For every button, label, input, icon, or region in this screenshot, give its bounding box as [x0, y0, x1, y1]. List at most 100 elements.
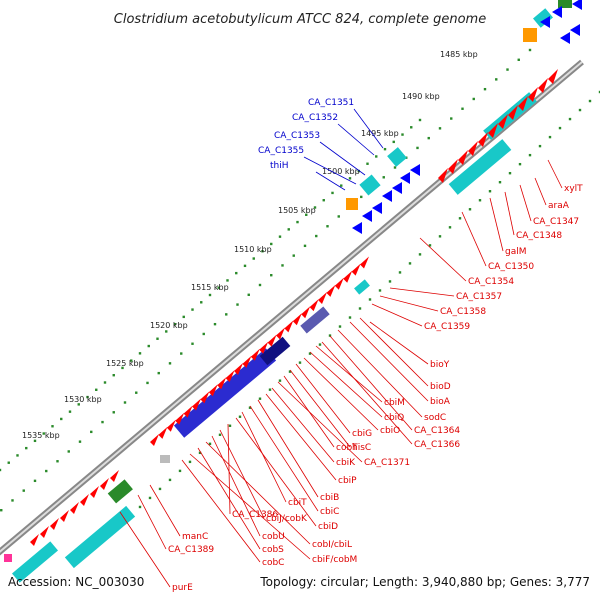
tick-dot: [0, 468, 2, 472]
gene-label: cbiK: [336, 458, 356, 468]
tick-dot: [318, 343, 322, 346]
tick-dot: [198, 451, 202, 455]
leader-line: [235, 417, 317, 527]
gene-reverse-orange: [346, 198, 358, 210]
reverse-gene-arrow: [570, 24, 580, 36]
gene-label: cobS: [262, 545, 284, 555]
leader-line: [277, 381, 363, 463]
forward-gene-arrow: [208, 384, 218, 397]
tick-dot: [438, 235, 442, 238]
forward-gene-arrow: [292, 313, 302, 326]
tick-dot: [208, 293, 212, 297]
gene-label: cbiT: [288, 498, 307, 508]
tick-dot: [226, 279, 229, 282]
gene-label: bioD: [430, 382, 451, 392]
gene-label: bioY: [430, 360, 450, 370]
forward-gene-arrow: [40, 526, 49, 538]
tick-dot: [495, 78, 498, 81]
tick-dot: [278, 235, 282, 238]
gene-label: cbiB: [320, 493, 339, 503]
tick-dot: [60, 417, 63, 421]
reverse-gene-arrow: [362, 210, 372, 222]
gene-label: cbiF/cobM: [312, 555, 357, 565]
tick-label: 1495 kbp: [361, 129, 399, 138]
tick-dot: [103, 381, 107, 384]
gene-forward-navy: [173, 348, 277, 438]
tick-dot: [340, 184, 343, 187]
forward-gene-arrow: [318, 292, 327, 304]
forward-gene-arrow: [343, 270, 353, 283]
leader-line: [337, 329, 423, 418]
tick-dot: [348, 177, 352, 180]
genome-stats-text: Topology: circular; Length: 3,940,880 bp…: [259, 575, 590, 589]
reverse-gene-arrow: [382, 190, 392, 202]
tick-dot: [287, 228, 290, 231]
tick-dot: [392, 140, 395, 144]
tick-dot: [121, 366, 124, 370]
forward-gene-arrow: [326, 284, 336, 297]
gene-label: manC: [182, 532, 208, 542]
gene-forward-navy-dark: [259, 336, 291, 366]
gene-label: CA_C1353: [274, 131, 320, 141]
tick-dot: [217, 286, 220, 289]
forward-gene-arrow: [267, 334, 277, 347]
leader-line: [197, 447, 261, 550]
leader-line: [295, 363, 351, 434]
forward-gene-labels: xylT araA CA_C1347 CA_C1348 galM CA_C1350 CA_C…: [168, 184, 583, 593]
leader-line: [349, 321, 429, 402]
forward-gene-arrows: [30, 69, 558, 546]
leader-line: [547, 159, 563, 189]
gene-label: CA_C1347: [533, 217, 579, 227]
forward-gene-arrow: [301, 306, 311, 319]
gene-label: xylT: [564, 184, 583, 194]
forward-gene-arrow: [438, 168, 448, 183]
forward-gene-arrow: [468, 141, 478, 156]
forward-gene-arrow: [259, 341, 269, 354]
tick-dots: [0, 48, 600, 527]
tick-dot: [112, 411, 115, 414]
tick-dot: [382, 176, 385, 179]
forward-gene-arrow: [448, 159, 458, 174]
tick-dot: [418, 253, 422, 256]
reverse-gene-arrow: [410, 164, 420, 176]
tick-dot: [67, 450, 70, 453]
tick-dot: [238, 415, 242, 418]
forward-gene-arrow: [250, 348, 260, 361]
gene-label: cbiQ: [384, 413, 404, 423]
leader-line: [205, 441, 311, 545]
gene-label: bioA: [430, 397, 451, 407]
forward-gene-arrow: [458, 150, 468, 165]
tick-dot: [101, 420, 104, 424]
forward-gene-arrow: [548, 69, 558, 84]
reverse-gene-arrow: [372, 202, 382, 214]
leader-line: [534, 177, 547, 206]
forward-gene-arrow: [242, 355, 252, 368]
reverse-gene-arrow: [352, 222, 362, 234]
reverse-gene-labels: CA_C1351 CA_C1352 CA_C1353 CA_C1355 thiH: [258, 98, 354, 171]
forward-gene-arrow: [183, 405, 193, 418]
gene-label: CA_C1352: [292, 113, 338, 123]
leader-line: [227, 423, 231, 515]
tick-dot: [178, 469, 182, 473]
tick-dot: [360, 195, 363, 199]
tick-dot: [135, 391, 138, 394]
leader-line: [211, 435, 261, 537]
tick-dot: [173, 322, 177, 326]
tick-dot: [45, 469, 48, 473]
tick-dot: [56, 460, 59, 463]
tick-dot: [147, 344, 150, 348]
tick-label: 1490 kbp: [402, 92, 440, 101]
tick-dot: [408, 262, 412, 265]
tick-dot: [33, 479, 37, 483]
reverse-gene-arrows: [352, 0, 582, 234]
gene-label: CA_C1354: [468, 277, 514, 287]
leader-line: [504, 191, 515, 236]
tick-dot: [322, 199, 325, 202]
tick-dot: [348, 316, 352, 319]
tick-dot: [461, 107, 464, 110]
tick-dot: [225, 313, 228, 316]
forward-gene-arrow: [30, 534, 39, 546]
tick-dot: [328, 334, 332, 337]
tick-dot: [427, 136, 430, 140]
gene-reverse-cyan: [387, 147, 407, 167]
